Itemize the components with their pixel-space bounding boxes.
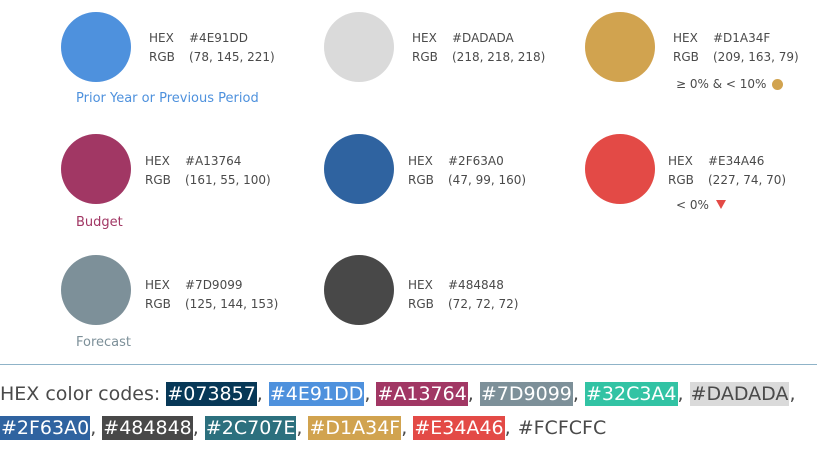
swatch-484848 xyxy=(324,255,394,325)
swatch-e34a46 xyxy=(585,134,655,204)
swatch-7d9099 xyxy=(61,255,131,325)
swatch-d1a34f xyxy=(585,12,655,82)
hex-label: HEX xyxy=(145,154,170,168)
hex-code-chip: #2F63A0 xyxy=(0,416,91,440)
threshold-note-red: < 0% xyxy=(676,198,726,212)
hex-value: #A13764 xyxy=(185,154,242,168)
rgb-label: RGB xyxy=(145,297,171,311)
rgb-label: RGB xyxy=(673,50,699,64)
caption-prior-year: Prior Year or Previous Period xyxy=(76,91,259,106)
hex-code-list: HEX color codes: #073857, #4E91DD, #A137… xyxy=(0,382,796,440)
amber-dot-icon xyxy=(772,78,784,90)
hex-label: HEX xyxy=(408,154,433,168)
threshold-note-amber: ≥ 0% & < 10% xyxy=(676,77,784,91)
swatch-info-7d9099: HEX #7D9099 RGB (125, 144, 153) xyxy=(145,276,278,314)
hex-value: #4E91DD xyxy=(189,31,249,45)
hex-code-chip: #2C707E xyxy=(204,416,297,440)
hex-code-chip: #DADADA xyxy=(689,382,790,406)
swatch-info-2f63a0: HEX #2F63A0 RGB (47, 99, 160) xyxy=(408,152,526,190)
hex-code-chip: #4E91DD xyxy=(268,382,365,406)
hex-code-chip: #A13764 xyxy=(376,382,468,406)
hex-label: HEX xyxy=(145,278,170,292)
rgb-label: RGB xyxy=(408,297,434,311)
hex-value: #DADADA xyxy=(452,31,514,45)
rgb-label: RGB xyxy=(668,173,694,187)
rgb-value: (47, 99, 160) xyxy=(448,173,527,187)
threshold-text: ≥ 0% & < 10% xyxy=(676,77,767,91)
swatch-4e91dd xyxy=(61,12,131,82)
rgb-value: (218, 218, 218) xyxy=(452,50,546,64)
swatch-a13764 xyxy=(61,134,131,204)
swatch-2f63a0 xyxy=(324,134,394,204)
swatch-info-dadada: HEX #DADADA RGB (218, 218, 218) xyxy=(412,29,545,67)
rgb-value: (72, 72, 72) xyxy=(448,297,519,311)
hex-value: #7D9099 xyxy=(185,278,243,292)
hex-code-chip: #E34A46 xyxy=(413,416,505,440)
swatch-info-e34a46: HEX #E34A46 RGB (227, 74, 70) xyxy=(668,152,786,190)
rgb-label: RGB xyxy=(145,173,171,187)
hex-label: HEX xyxy=(408,278,433,292)
hex-value: #E34A46 xyxy=(708,154,765,168)
rgb-value: (78, 145, 221) xyxy=(189,50,275,64)
rgb-label: RGB xyxy=(412,50,438,64)
section-divider xyxy=(0,364,817,365)
rgb-value: (227, 74, 70) xyxy=(708,173,787,187)
swatch-info-4e91dd: HEX #4E91DD RGB (78, 145, 221) xyxy=(149,29,275,67)
down-triangle-icon xyxy=(715,199,726,209)
hex-code-chip: #484848 xyxy=(102,416,193,440)
hex-code-chip: #073857 xyxy=(166,382,257,406)
hex-code-chip: #D1A34F xyxy=(308,416,402,440)
hex-label: HEX xyxy=(673,31,698,45)
rgb-value: (209, 163, 79) xyxy=(713,50,799,64)
hex-label: HEX xyxy=(149,31,174,45)
swatch-info-484848: HEX #484848 RGB (72, 72, 72) xyxy=(408,276,518,314)
rgb-label: RGB xyxy=(149,50,175,64)
caption-budget: Budget xyxy=(76,215,123,230)
hex-code-chip: #FCFCFC xyxy=(517,417,607,439)
rgb-value: (125, 144, 153) xyxy=(185,297,279,311)
hex-code-chip: #32C3A4 xyxy=(584,382,678,406)
rgb-label: RGB xyxy=(408,173,434,187)
hex-code-chip: #7D9099 xyxy=(479,382,573,406)
hex-value: #D1A34F xyxy=(713,31,771,45)
caption-forecast: Forecast xyxy=(76,335,132,350)
swatch-dadada xyxy=(324,12,394,82)
hex-value: #484848 xyxy=(448,278,504,292)
hex-label: HEX xyxy=(412,31,437,45)
threshold-text: < 0% xyxy=(676,198,709,212)
swatch-info-d1a34f: HEX #D1A34F RGB (209, 163, 79) xyxy=(673,29,799,67)
hex-codes-prefix: HEX color codes: xyxy=(0,383,161,405)
hex-value: #2F63A0 xyxy=(448,154,504,168)
swatch-info-a13764: HEX #A13764 RGB (161, 55, 100) xyxy=(145,152,271,190)
rgb-value: (161, 55, 100) xyxy=(185,173,271,187)
hex-label: HEX xyxy=(668,154,693,168)
